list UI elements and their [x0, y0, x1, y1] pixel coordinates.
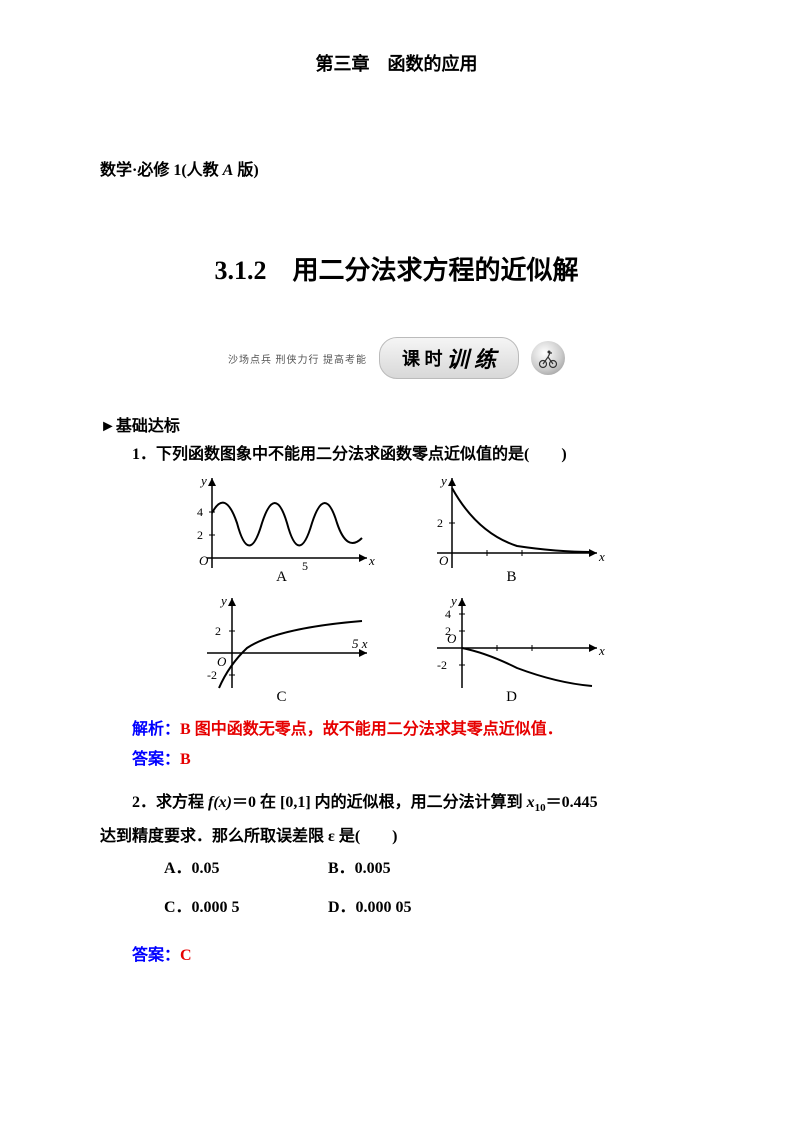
q2-opt-c: C．0.000 5: [132, 895, 292, 921]
banner-small-text: 沙场点兵 刑侠力行 提高考能: [228, 351, 367, 366]
svg-text:2: 2: [437, 516, 443, 530]
q2-opt-d: D．0.000 05: [296, 895, 456, 921]
graph-b-label: B: [417, 565, 607, 589]
answer-label: 答案：: [132, 751, 180, 768]
section-mark: ►基础达标: [100, 414, 693, 440]
svg-text:2: 2: [197, 528, 203, 542]
q2-answer: 答案：C: [100, 943, 693, 969]
analysis-text: B 图中函数无零点，故不能用二分法求其零点近似值．: [180, 721, 563, 738]
svg-text:x: x: [598, 549, 605, 564]
svg-text:x: x: [598, 643, 605, 658]
q1-answer: 答案：B: [100, 747, 693, 773]
banner-badge-text: 课 时: [402, 345, 443, 371]
svg-text:4: 4: [197, 505, 203, 519]
q2-opt-b: B．0.005: [296, 856, 456, 882]
svg-text:5 x: 5 x: [352, 636, 368, 651]
q1-analysis: 解析：B 图中函数无零点，故不能用二分法求其零点近似值．: [100, 717, 693, 743]
q1-graphs-grid: O x y 2 4 5 A O x y 2: [187, 473, 607, 703]
svg-text:2: 2: [215, 624, 221, 638]
svg-text:y: y: [439, 473, 447, 488]
q2-answer-label: 答案：: [132, 947, 180, 964]
graph-d: O x y 2 4 -2 D: [417, 593, 607, 703]
graph-a-label: A: [187, 565, 377, 589]
section-title: 3.1.2 用二分法求方程的近似解: [100, 250, 693, 287]
q2-answer-value: C: [180, 947, 192, 964]
svg-text:y: y: [449, 593, 457, 608]
graph-c: O 5 x y 2 -2 C: [187, 593, 377, 703]
svg-text:y: y: [199, 473, 207, 488]
book-info-italic: A: [223, 162, 234, 179]
chapter-title: 第三章 函数的应用: [316, 54, 478, 74]
analysis-label: 解析：: [132, 721, 180, 738]
svg-text:y: y: [219, 593, 227, 608]
svg-text:4: 4: [445, 607, 451, 621]
q2-line2: 达到精度要求．那么所取误差限 ε 是( ): [100, 824, 693, 850]
q2-opt-a: A．0.05: [132, 856, 292, 882]
svg-text:O: O: [217, 654, 227, 669]
answer-value: B: [180, 751, 191, 768]
q2-line1: 2．求方程 f(x)＝0 在 [0,1] 内的近似根，用二分法计算到 x10＝0…: [100, 790, 693, 818]
banner-badge-fancy: 训 练: [446, 342, 496, 374]
book-info-suffix: 版): [233, 162, 258, 179]
content-area: ►基础达标 1．下列函数图象中不能用二分法求函数零点近似值的是( ) O x y…: [100, 414, 693, 969]
banner-badge: 课 时 训 练: [379, 337, 519, 379]
chapter-header: 第三章 函数的应用: [100, 50, 693, 76]
book-info-prefix: 数学·必修 1(人教: [100, 162, 223, 179]
graph-a: O x y 2 4 5 A: [187, 473, 377, 583]
q2-options-row2: C．0.000 5 D．0.000 05: [100, 895, 693, 921]
graph-c-label: C: [187, 685, 377, 709]
graph-b: O x y 2 B: [417, 473, 607, 583]
training-banner: 沙场点兵 刑侠力行 提高考能 课 时 训 练: [100, 337, 693, 379]
svg-text:-2: -2: [437, 658, 447, 672]
book-info: 数学·必修 1(人教 A 版): [100, 156, 693, 180]
q2-options-row1: A．0.05 B．0.005: [100, 856, 693, 882]
svg-text:2: 2: [445, 624, 451, 638]
svg-text:-2: -2: [207, 668, 217, 682]
cyclist-icon: [531, 341, 565, 375]
graph-d-label: D: [417, 685, 607, 709]
q1-text: 1．下列函数图象中不能用二分法求函数零点近似值的是( ): [100, 442, 693, 468]
